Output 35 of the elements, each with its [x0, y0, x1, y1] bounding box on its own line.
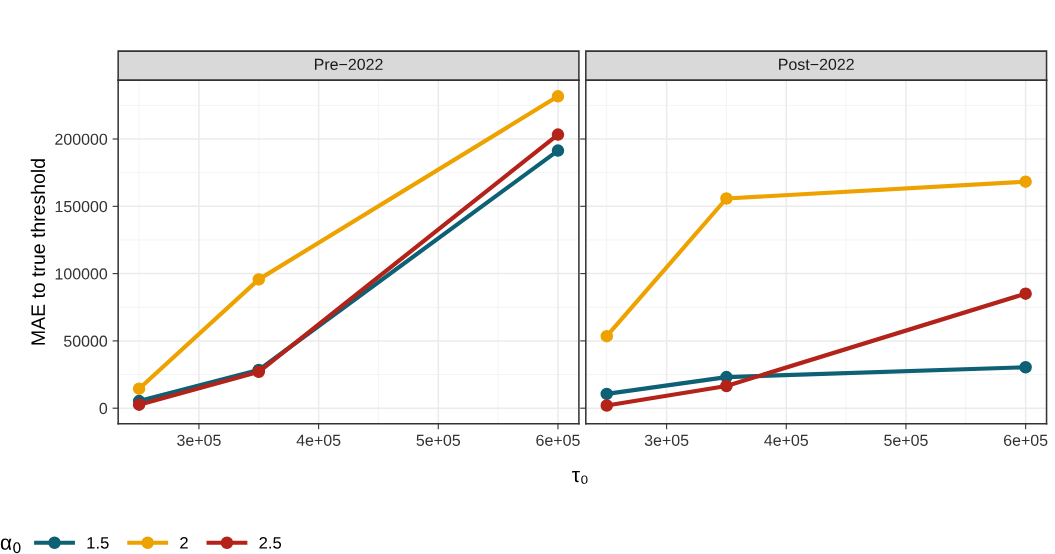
x-tick-label: 3e+05 — [644, 434, 689, 446]
x-tick-label: 6e+05 — [536, 434, 580, 446]
point — [1019, 175, 1032, 188]
x-tick-label: 4e+05 — [296, 434, 341, 446]
chart-title: Pre−2022 — [314, 58, 383, 71]
x-tick-label: 3e+05 — [177, 434, 221, 446]
point — [551, 128, 565, 141]
point — [132, 398, 146, 411]
point — [1019, 361, 1032, 374]
x-tick-label: 5e+05 — [884, 434, 928, 446]
legend-label: 2 — [180, 536, 188, 549]
y-tick-label: 0 — [99, 402, 108, 415]
legend-label: 2.5 — [259, 536, 282, 549]
point — [600, 329, 614, 343]
point — [252, 273, 266, 286]
point — [720, 379, 733, 393]
x-tick-label: 5e+05 — [416, 434, 461, 446]
y-tick-label: 50000 — [63, 335, 108, 347]
y-tick-label: 200000 — [55, 133, 108, 145]
x-tick-label: 4e+05 — [764, 434, 809, 446]
legend-label: 1.5 — [87, 537, 109, 549]
x-tick-label: 6e+05 — [1004, 434, 1048, 446]
legend-title: α$_{0}$ — [0, 538, 21, 554]
point — [132, 382, 146, 395]
point — [720, 192, 733, 205]
point — [1019, 287, 1032, 300]
point — [551, 144, 565, 157]
x-axis-title: τ₀ — [572, 470, 588, 484]
y-axis-title: MAE to true threshold — [30, 159, 46, 345]
point — [600, 399, 614, 412]
y-tick-label: 100000 — [55, 268, 108, 280]
point — [600, 387, 614, 401]
chart-title: Post−2022 — [779, 58, 854, 71]
y-tick-label: 150000 — [55, 200, 108, 213]
point — [551, 90, 565, 103]
